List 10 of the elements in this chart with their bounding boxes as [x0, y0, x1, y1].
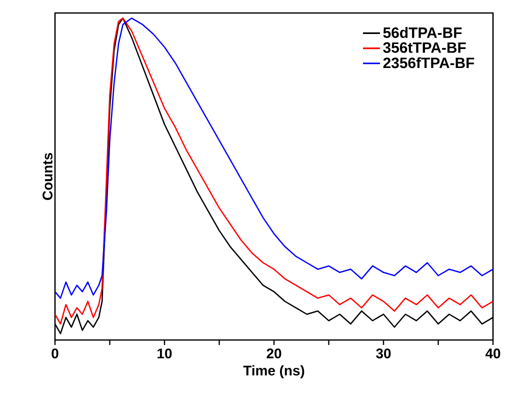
x-tick-label: 20	[266, 348, 282, 358]
y-axis-title: Counts	[42, 153, 52, 200]
legend-label: 56dTPA-BF	[383, 26, 462, 38]
x-tick-label: 10	[158, 348, 172, 358]
x-tick-label: 30	[376, 348, 391, 358]
x-tick-label: 40	[485, 348, 500, 358]
x-axis-title: Time (ns)	[243, 365, 304, 378]
legend-label: 2356fTPA-BF	[383, 57, 474, 68]
x-tick-label: 0	[52, 348, 58, 358]
legend-label: 356tTPA-BF	[383, 42, 466, 53]
